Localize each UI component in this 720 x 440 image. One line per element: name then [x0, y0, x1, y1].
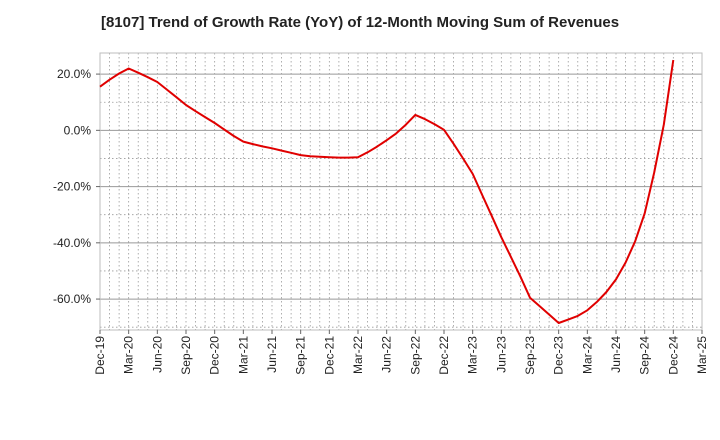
- plot-frame: [99, 52, 703, 331]
- x-tick-label: Mar-22: [351, 336, 365, 374]
- x-tick-label: Jun-24: [609, 336, 623, 373]
- series-line: [99, 59, 675, 324]
- x-tick-label: Dec-23: [552, 336, 566, 375]
- x-tick-label: Jun-23: [494, 336, 508, 373]
- x-tick-label: Mar-25: [695, 336, 709, 374]
- x-tick-label: Jun-22: [380, 336, 394, 373]
- x-tick-label: Sep-23: [523, 336, 537, 375]
- x-tick-label: Mar-21: [236, 336, 250, 374]
- x-tick-label: Dec-21: [322, 336, 336, 375]
- x-tick-label: Sep-21: [294, 336, 308, 375]
- x-tick-label: Dec-24: [666, 336, 680, 375]
- chart-title: [8107] Trend of Growth Rate (YoY) of 12-…: [100, 14, 620, 31]
- y-tick-label: -60.0%: [53, 292, 91, 306]
- x-tick-label: Dec-19: [93, 336, 107, 375]
- y-axis-ticks: 20.0% 0.0% -20.0% -40.0% -60.0%: [53, 67, 100, 306]
- y-tick-label: -20.0%: [53, 180, 91, 194]
- x-tick-label: Dec-20: [208, 336, 222, 375]
- x-tick-label: Mar-23: [466, 336, 480, 374]
- x-tick-label: Sep-22: [408, 336, 422, 375]
- x-tick-label: Sep-24: [638, 336, 652, 375]
- x-tick-label: Sep-20: [179, 336, 193, 375]
- x-tick-label: Dec-22: [437, 336, 451, 375]
- x-axis-ticks: Dec-19 Mar-20 Jun-20 Sep-20 Dec-20 Mar-21 Jun-…: [93, 330, 709, 375]
- x-tick-label: Mar-24: [580, 336, 594, 374]
- y-tick-label: 20.0%: [57, 67, 91, 81]
- y-tick-label: 0.0%: [64, 123, 92, 137]
- y-tick-label: -40.0%: [53, 236, 91, 250]
- x-tick-label: Mar-20: [122, 336, 136, 374]
- grid-lines: [100, 53, 702, 330]
- x-tick-label: Jun-20: [150, 336, 164, 373]
- x-tick-label: Jun-21: [265, 336, 279, 373]
